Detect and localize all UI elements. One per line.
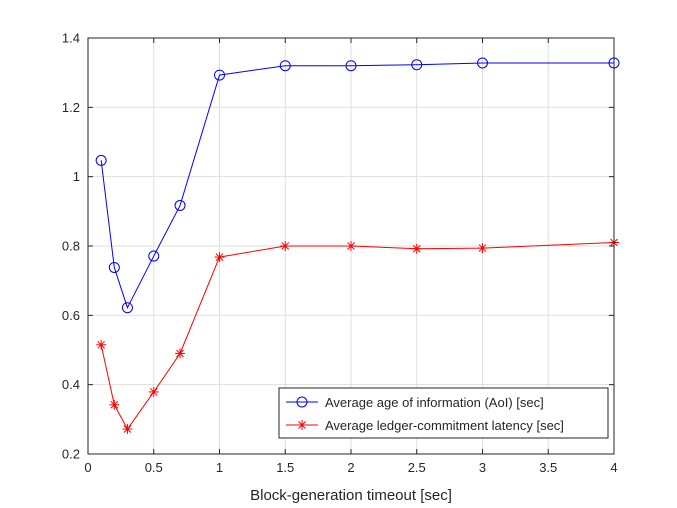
data-point-circle: [174, 199, 186, 211]
y-tick-label: 1.4: [62, 31, 80, 46]
data-point-asterisk: [214, 252, 225, 263]
y-tick-label: 0.4: [62, 377, 80, 392]
x-tick-label: 0.5: [145, 460, 163, 475]
x-tick-label: 1: [216, 460, 223, 475]
legend: Average age of information (AoI) [sec] A…: [278, 387, 609, 439]
data-point-asterisk: [477, 243, 488, 254]
data-point-circle: [411, 59, 423, 71]
x-tick-label: 4: [610, 460, 617, 475]
data-point-asterisk: [411, 243, 422, 254]
x-tick-label: 0: [84, 460, 91, 475]
x-tick-label: 3.5: [539, 460, 557, 475]
y-tick-label: 1: [73, 169, 80, 184]
legend-asterisk-marker: [297, 420, 307, 430]
legend-box: [278, 387, 609, 439]
legend-label-aoi: Average age of information (AoI) [sec]: [325, 395, 544, 410]
data-point-asterisk: [122, 424, 133, 435]
data-point-asterisk: [109, 399, 120, 410]
data-point-asterisk: [148, 386, 159, 397]
data-point-asterisk: [96, 339, 107, 350]
data-point-asterisk: [280, 241, 291, 251]
y-tick-label: 0.2: [62, 447, 80, 462]
data-point-circle: [95, 154, 107, 166]
data-point-circle: [148, 250, 160, 262]
x-tick-label: 2: [347, 460, 354, 475]
data-point-circle: [108, 261, 120, 273]
data-point-circle: [477, 57, 488, 69]
data-point-circle: [121, 302, 133, 314]
data-point-circle: [345, 60, 357, 72]
series-line-0: [100, 62, 614, 310]
legend-label-latency: Average ledger-commitment latency [sec]: [325, 418, 564, 433]
legend-circle-marker: [296, 396, 308, 408]
data-point-circle: [214, 69, 225, 81]
data-point-circle: [279, 60, 291, 72]
axis-ticks: 0 0.5 1 1.5 2 2.5 3 3.5 4 0.2 0.4 0.6 0.8 1 1.2 1.4: [62, 31, 618, 476]
y-tick-label: 0.6: [62, 308, 80, 323]
x-tick-label: 2.5: [408, 460, 426, 475]
data-point-asterisk: [175, 348, 186, 359]
y-tick-label: 0.8: [62, 239, 80, 254]
series-layer: [95, 57, 620, 435]
y-tick-label: 1.2: [62, 100, 80, 115]
data-point-asterisk: [346, 241, 356, 251]
x-tick-label: 3: [479, 460, 486, 475]
x-axis-label: Block-generation timeout [sec]: [250, 487, 452, 504]
x-tick-label: 1.5: [276, 460, 294, 475]
